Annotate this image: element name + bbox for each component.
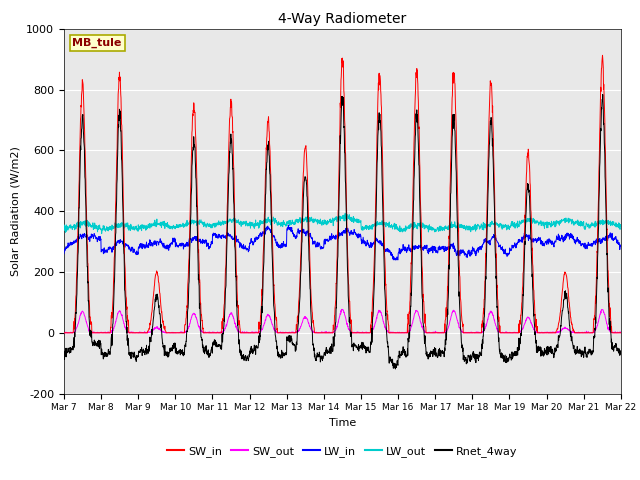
Legend: SW_in, SW_out, LW_in, LW_out, Rnet_4way: SW_in, SW_out, LW_in, LW_out, Rnet_4way [163, 441, 522, 461]
Y-axis label: Solar Radiation (W/m2): Solar Radiation (W/m2) [11, 146, 20, 276]
Text: MB_tule: MB_tule [72, 38, 122, 48]
Title: 4-Way Radiometer: 4-Way Radiometer [278, 12, 406, 26]
X-axis label: Time: Time [329, 418, 356, 428]
